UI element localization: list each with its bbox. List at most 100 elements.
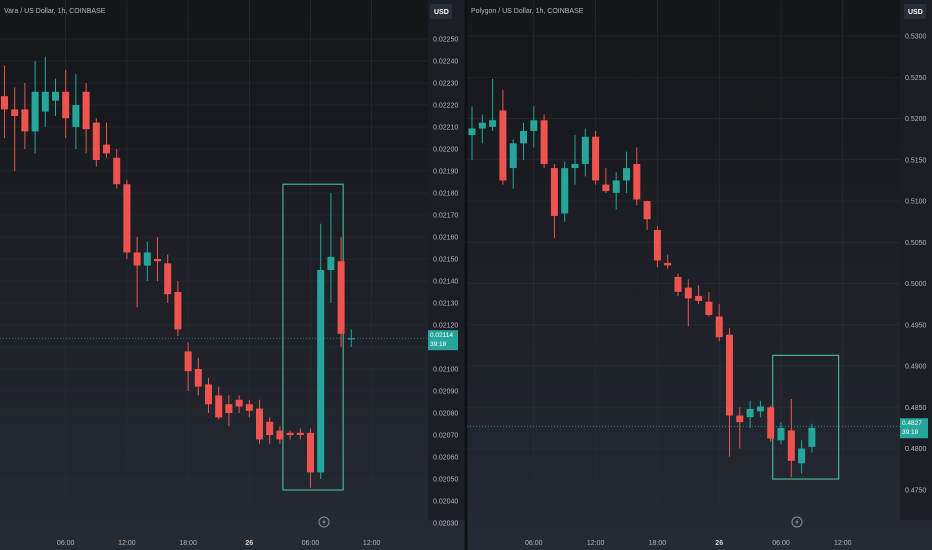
candle-body [633, 163, 641, 200]
candle[interactable] [113, 149, 121, 189]
candle[interactable] [767, 405, 775, 442]
chart-panel-polygon[interactable]: 0.5300 0.5250 0.5200 0.5150 0.5100 0.5050 0.50… [467, 0, 932, 547]
candle[interactable] [31, 61, 39, 154]
candle[interactable] [705, 291, 713, 317]
candle[interactable] [550, 163, 558, 239]
candle[interactable] [72, 74, 80, 149]
candle[interactable] [561, 161, 569, 222]
candle[interactable] [1, 65, 8, 138]
candle[interactable] [286, 430, 294, 440]
candle[interactable] [736, 407, 744, 449]
candle[interactable] [602, 168, 610, 193]
candle[interactable] [133, 237, 141, 308]
candle[interactable] [520, 122, 527, 160]
candle[interactable] [530, 106, 538, 148]
y-tick-label: 0.02080 [433, 411, 458, 418]
y-tick-label: 0.02070 [433, 433, 458, 440]
candle[interactable] [777, 422, 785, 445]
candle[interactable] [468, 106, 476, 160]
candle[interactable] [41, 56, 49, 127]
candle-body [72, 105, 80, 127]
candle[interactable] [225, 395, 233, 427]
x-tick-label: 12:00 [834, 540, 852, 547]
candle[interactable] [798, 440, 806, 474]
candle[interactable] [296, 428, 304, 440]
candle-body [327, 256, 335, 270]
candle[interactable] [215, 386, 223, 420]
candle-body [205, 384, 212, 405]
candle[interactable] [571, 135, 579, 185]
candle[interactable] [540, 114, 548, 169]
candle[interactable] [633, 147, 641, 206]
currency-button[interactable] [430, 4, 452, 19]
candles-layer[interactable] [468, 79, 816, 478]
candle[interactable] [205, 377, 212, 413]
y-tick-label: 0.4800 [905, 446, 927, 453]
candle[interactable] [695, 285, 703, 305]
candle[interactable] [123, 179, 131, 259]
candle[interactable] [256, 399, 263, 444]
candle[interactable] [674, 273, 682, 296]
candle[interactable] [317, 223, 325, 479]
candle[interactable] [509, 139, 517, 189]
candle[interactable] [489, 79, 497, 131]
candle[interactable] [756, 400, 764, 418]
y-tick-label: 0.5250 [905, 75, 927, 82]
candle[interactable] [245, 399, 253, 418]
price-axis[interactable] [428, 0, 466, 520]
candle[interactable] [184, 342, 192, 391]
candle-body [184, 351, 192, 372]
candle[interactable] [103, 122, 110, 158]
candle[interactable] [82, 83, 90, 154]
candle[interactable] [746, 400, 754, 428]
lightning-icon[interactable] [318, 516, 330, 528]
candle-body [468, 128, 476, 136]
candle[interactable] [92, 118, 100, 167]
candle[interactable] [715, 304, 723, 342]
candle-body [561, 168, 569, 214]
candle[interactable] [11, 87, 19, 171]
candle[interactable] [499, 89, 507, 185]
candle[interactable] [143, 241, 151, 281]
currency-label: USD [434, 9, 449, 16]
candle[interactable] [154, 237, 161, 281]
candle[interactable] [612, 172, 620, 210]
candle[interactable] [684, 279, 692, 327]
candle[interactable] [808, 423, 816, 453]
candle[interactable] [235, 395, 243, 413]
candle[interactable] [327, 193, 335, 303]
candle[interactable] [581, 128, 589, 177]
candle-body [612, 180, 620, 193]
candle[interactable] [726, 328, 733, 457]
candle[interactable] [174, 281, 182, 336]
candle-body [736, 415, 744, 423]
candle-body [225, 404, 233, 413]
candle-body [337, 261, 345, 334]
candle[interactable] [21, 83, 29, 149]
lightning-icon[interactable] [791, 516, 803, 528]
x-tick-label: 26 [715, 540, 723, 547]
currency-button[interactable] [904, 4, 926, 19]
candle[interactable] [653, 225, 661, 268]
candle-body [674, 276, 682, 292]
candle[interactable] [266, 417, 274, 444]
panel-title-vara: Vara / US Dollar, 1h, COINBASE [4, 8, 106, 15]
candle[interactable] [337, 237, 345, 347]
chart-panel-vara[interactable]: 0.02250 0.02240 0.02230 0.02220 0.02210 0.022… [0, 0, 466, 547]
candle[interactable] [478, 114, 486, 144]
candle[interactable] [643, 201, 651, 230]
candle[interactable] [164, 254, 172, 303]
candle[interactable] [664, 254, 672, 269]
candle[interactable] [276, 426, 284, 444]
y-tick-label: 0.02120 [433, 323, 458, 330]
candle-body [540, 120, 548, 164]
candle[interactable] [194, 358, 202, 396]
candles-layer[interactable] [1, 56, 355, 488]
candle[interactable] [592, 130, 600, 185]
candle[interactable] [62, 69, 70, 138]
candle[interactable] [787, 399, 795, 478]
candle[interactable] [623, 151, 630, 193]
candle[interactable] [52, 78, 59, 116]
candle[interactable] [307, 428, 314, 488]
